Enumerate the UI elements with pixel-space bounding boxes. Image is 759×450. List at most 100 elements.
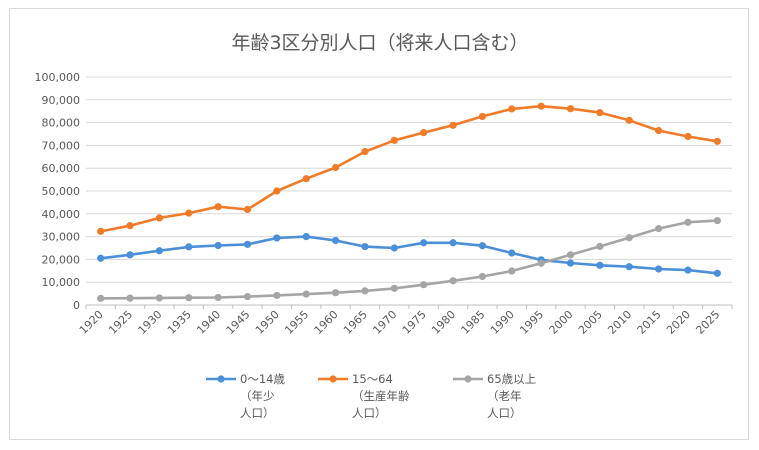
data-point (420, 281, 428, 289)
y-tick-label: 50,000 (42, 185, 81, 198)
chart-frame: 年齢3区分別人口（将来人口含む） 0 10,000 20,000 30,000 40,0… (9, 8, 749, 440)
data-point (684, 266, 692, 274)
data-point (273, 234, 281, 242)
x-tick-label: 1965 (341, 308, 370, 337)
y-tick-label: 30,000 (42, 231, 81, 244)
data-point (508, 249, 516, 257)
data-point (478, 272, 487, 281)
y-tick-label: 70,000 (42, 139, 81, 152)
x-tick-label: 1955 (282, 308, 311, 337)
legend-label: 人口） (487, 406, 522, 420)
data-point (478, 242, 487, 250)
series-line (99, 219, 719, 300)
data-point (302, 290, 310, 298)
data-point (273, 291, 281, 300)
data-point (243, 292, 252, 301)
data-point (185, 243, 193, 251)
series-lines (97, 102, 721, 302)
data-point (508, 105, 516, 113)
data-point (361, 243, 369, 251)
data-point (596, 261, 604, 269)
x-tick-label: 1985 (459, 308, 488, 337)
data-point (566, 259, 575, 267)
x-tick-label: 2005 (576, 308, 605, 337)
legend-label: （年少 (240, 389, 275, 403)
data-point (243, 205, 252, 214)
data-point (566, 105, 575, 113)
data-point (654, 126, 663, 135)
y-tick-label: 100,000 (35, 71, 81, 84)
series-line (99, 235, 719, 275)
data-point (361, 147, 369, 156)
data-point (508, 267, 516, 275)
data-point (625, 263, 633, 271)
y-tick-label: 90,000 (42, 94, 81, 107)
line-chart: 年齢3区分別人口（将来人口含む） 0 10,000 20,000 30,000 40,0… (35, 32, 733, 420)
data-point (126, 222, 134, 230)
data-point (97, 254, 105, 262)
x-tick-label: 1980 (429, 308, 458, 337)
legend-label: 人口） (352, 406, 387, 420)
gridlines (86, 76, 732, 306)
data-point (273, 187, 281, 195)
x-tick-label: 1990 (488, 308, 517, 337)
x-tick-label: 1995 (517, 308, 546, 337)
data-point (126, 251, 134, 259)
y-tick-label: 60,000 (42, 162, 81, 175)
data-point (449, 239, 457, 247)
x-tick-label: 1950 (253, 308, 282, 337)
data-point (185, 294, 193, 302)
legend-label: 人口） (240, 406, 275, 420)
data-point (596, 242, 604, 251)
data-point (214, 241, 222, 250)
data-point (214, 203, 222, 211)
data-point (214, 293, 222, 302)
x-tick-label: 1920 (77, 308, 106, 337)
legend-label: 65歳以上 (487, 372, 536, 386)
series-line (99, 104, 719, 233)
data-point (155, 247, 164, 255)
data-point (302, 175, 310, 183)
data-point (449, 277, 457, 285)
data-point (537, 259, 545, 267)
data-point (713, 217, 721, 225)
data-point (420, 239, 428, 247)
data-point (684, 132, 692, 141)
data-point (625, 116, 633, 124)
data-point (625, 234, 633, 242)
x-tick-label: 1940 (194, 308, 223, 337)
data-point (331, 289, 340, 297)
y-tick-label: 40,000 (42, 208, 81, 221)
y-tick-label: 10,000 (42, 276, 81, 289)
legend-label: 15～64 (352, 372, 393, 386)
data-point (331, 236, 340, 245)
x-tick-label: 2010 (605, 308, 634, 337)
y-axis: 0 10,000 20,000 30,000 40,000 50,000 60,000 70,… (35, 71, 81, 312)
data-point (654, 265, 663, 273)
data-point (537, 102, 545, 110)
data-point (155, 214, 164, 222)
data-point (97, 227, 105, 235)
x-tick-label: 1975 (400, 308, 429, 337)
data-point (390, 284, 398, 292)
x-tick-label: 1930 (136, 308, 165, 337)
legend-label: 0～14歳 (240, 372, 285, 386)
x-tick-label: 1970 (370, 308, 399, 337)
data-point (97, 294, 105, 302)
x-tick-label: 1960 (312, 308, 341, 337)
data-point (566, 251, 575, 259)
data-point (420, 129, 428, 137)
x-tick-label: 1925 (106, 308, 135, 337)
data-point (126, 294, 134, 302)
legend-label: （生産年齢 (352, 389, 410, 403)
data-point (155, 294, 164, 302)
data-point (713, 269, 721, 277)
x-axis: 1920 1925 1930 1935 1940 1945 1950 1955 1960 1965… (77, 305, 733, 337)
y-tick-label: 0 (73, 299, 80, 312)
data-point (449, 121, 457, 129)
chart-title: 年齢3区分別人口（将来人口含む） (231, 32, 528, 54)
data-point (361, 287, 369, 295)
x-tick-label: 2000 (547, 308, 576, 337)
legend-marker (464, 375, 472, 383)
